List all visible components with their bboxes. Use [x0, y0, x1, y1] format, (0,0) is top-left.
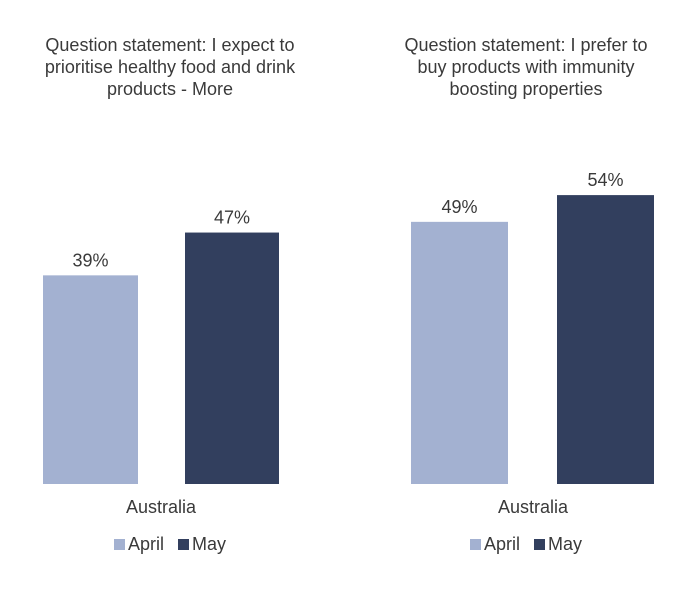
bar-april [411, 221, 508, 484]
legend-label-may: May [192, 534, 227, 554]
bar-chart: 39% 47% Australia [43, 208, 279, 517]
chart-panel-healthy-food: Question statement: I expect to prioriti… [0, 0, 340, 589]
legend-item-may: May [178, 534, 226, 555]
data-label-april: 49% [441, 197, 477, 217]
bar-april [43, 275, 138, 484]
legend-label-may: May [548, 534, 583, 554]
legend-swatch-april [469, 539, 481, 550]
legend-swatch-may [534, 539, 545, 550]
bar-may [185, 232, 279, 484]
legend: April May [0, 534, 340, 555]
legend-item-april: April [113, 534, 164, 555]
chart-title: Question statement: I expect to prioriti… [44, 35, 296, 99]
legend-swatch-april [113, 539, 125, 550]
chart-title: Question statement: I prefer to buy prod… [404, 35, 648, 99]
data-label-april: 39% [72, 250, 108, 270]
category-label: Australia [126, 497, 197, 517]
data-label-may: 54% [587, 170, 623, 190]
legend-item-may: May [534, 534, 582, 555]
bar-chart: 49% 54% Australia [411, 170, 654, 517]
chart-panel-immunity: Question statement: I prefer to buy prod… [355, 0, 697, 589]
legend-label-april: April [483, 534, 520, 554]
data-label-may: 47% [214, 208, 250, 228]
bar-may [557, 195, 654, 484]
legend-item-april: April [469, 534, 520, 555]
legend-swatch-may [178, 539, 189, 550]
legend-label-april: April [127, 534, 164, 554]
category-label: Australia [498, 497, 569, 517]
legend: April May [355, 534, 697, 555]
